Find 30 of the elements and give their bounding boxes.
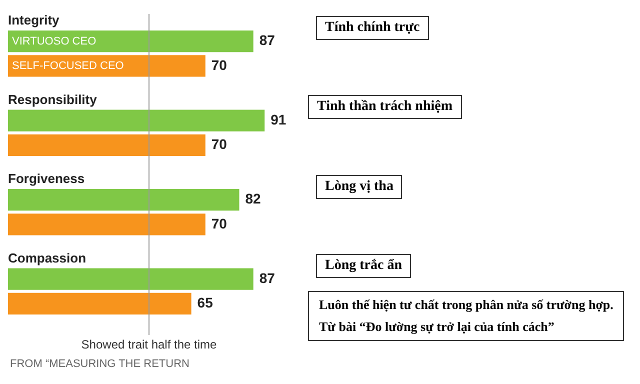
bar <box>8 134 206 156</box>
y-tick-label: Integrity <box>8 12 60 28</box>
text: Từ bài “Đo lường sự trở lại của tính cách” <box>319 318 556 336</box>
data-label: 70 <box>211 136 228 152</box>
ref-line-label: Showed trait half the time <box>81 337 218 352</box>
text: Lòng trắc ẩn <box>316 254 411 278</box>
data-label: 70 <box>211 215 228 232</box>
text: Tinh thần trách nhiệm <box>308 95 462 120</box>
bar <box>8 268 254 290</box>
series-label: SELF-FOCUSED CEO <box>12 60 124 72</box>
data-label: 65 <box>197 294 214 311</box>
data-label: 82 <box>245 190 262 207</box>
bar <box>8 55 206 77</box>
data-label: 87 <box>259 32 276 48</box>
y-tick-label: Compassion <box>8 250 86 266</box>
data-label: 70 <box>211 56 228 73</box>
bar <box>8 292 192 314</box>
data-label: 87 <box>259 270 276 286</box>
text: Lòng vị tha <box>316 174 402 198</box>
bar <box>8 189 240 211</box>
y-tick-label: Responsibility <box>8 92 98 107</box>
text: FROM “MEASURING THE RETURN <box>10 358 190 370</box>
y-tick-label: Forgiveness <box>8 171 85 186</box>
data-label: 91 <box>270 111 286 128</box>
text: Tính chính trực <box>316 16 429 40</box>
bar <box>8 110 265 132</box>
bar <box>8 214 206 236</box>
text: Luôn thế hiện tư chất trong phân nửa số trường hợp. <box>319 296 614 314</box>
series-label: VIRTUOSO CEO <box>12 35 97 48</box>
bar <box>8 30 254 52</box>
